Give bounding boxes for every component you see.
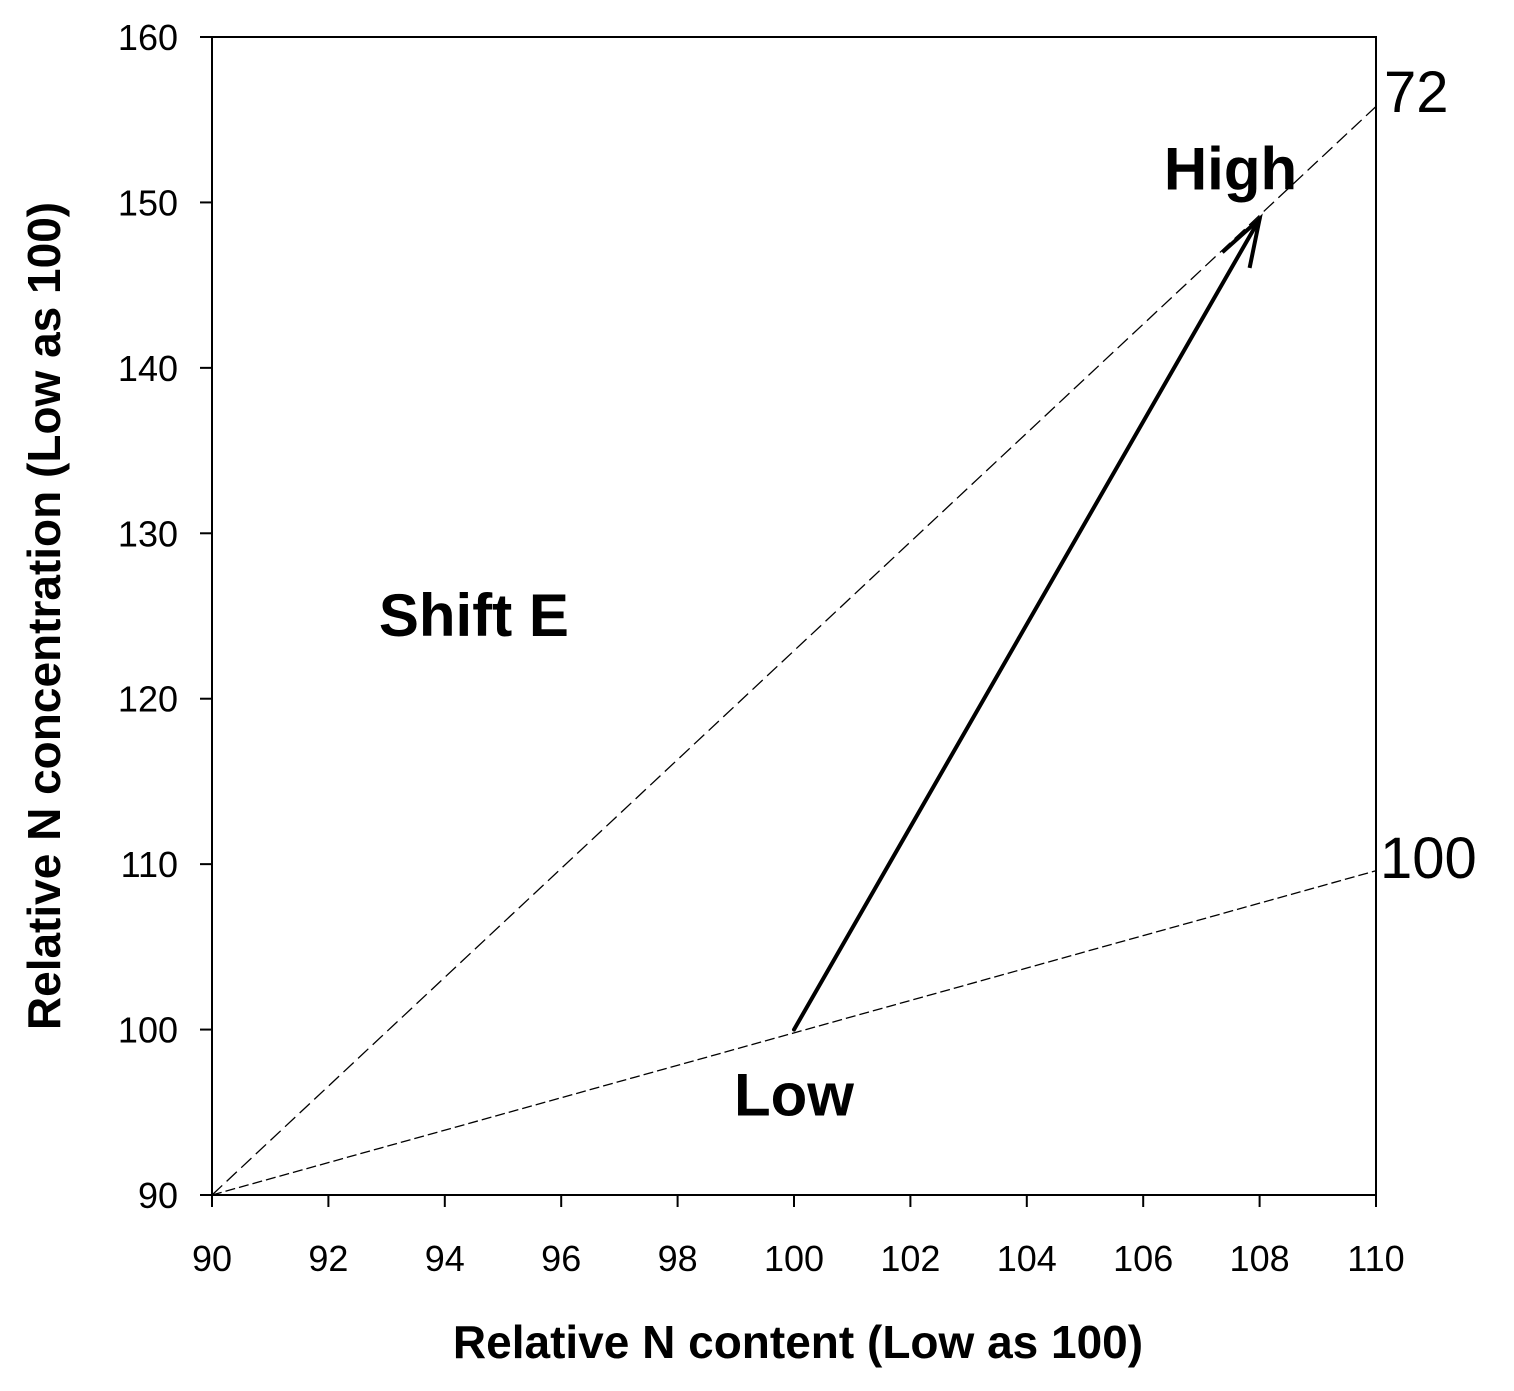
y-tick-label: 120	[118, 679, 178, 720]
x-tick-label: 92	[308, 1238, 348, 1279]
arrow-shaft	[792, 216, 1262, 1032]
x-tick-label: 108	[1230, 1238, 1290, 1279]
x-tick-label: 94	[425, 1238, 465, 1279]
y-tick-label: 90	[138, 1175, 178, 1216]
y-tick-label: 140	[118, 348, 178, 389]
y-tick-label: 130	[118, 513, 178, 554]
shift-arrow	[792, 213, 1263, 1032]
series-line-72	[211, 106, 1377, 1196]
x-tick-label: 96	[541, 1238, 581, 1279]
y-tick-label: 160	[118, 17, 178, 58]
x-axis-title: Relative N content (Low as 100)	[453, 1316, 1143, 1368]
series-label-100: 100	[1380, 826, 1477, 891]
x-tick-label: 100	[764, 1238, 824, 1279]
series-label-72: 72	[1384, 60, 1449, 125]
series-group	[211, 106, 1377, 1196]
y-tick-label: 110	[121, 844, 178, 885]
x-tick-label: 98	[658, 1238, 698, 1279]
x-tick-label: 106	[1113, 1238, 1173, 1279]
y-tick-label: 150	[118, 182, 178, 223]
annotation-low: Low	[734, 1062, 854, 1129]
x-tick-label: 90	[192, 1238, 232, 1279]
x-tick-label: 104	[997, 1238, 1057, 1279]
y-axis-title: Relative N concentration (Low as 100)	[18, 202, 70, 1030]
y-tick-label: 100	[118, 1010, 178, 1051]
series-line-100	[211, 870, 1377, 1196]
y-axis-ticks: 90 100 110 120 130 140 150 160	[118, 17, 212, 1216]
x-axis-ticks: 90 92 94 96 98 100 102 104 106 108 110	[192, 1195, 1405, 1279]
x-tick-label: 102	[880, 1238, 940, 1279]
annotation-shift-e: Shift E	[379, 582, 569, 649]
arrow-head	[1220, 213, 1263, 269]
annotation-high: High	[1164, 135, 1297, 202]
x-tick-label: 110	[1347, 1238, 1404, 1279]
